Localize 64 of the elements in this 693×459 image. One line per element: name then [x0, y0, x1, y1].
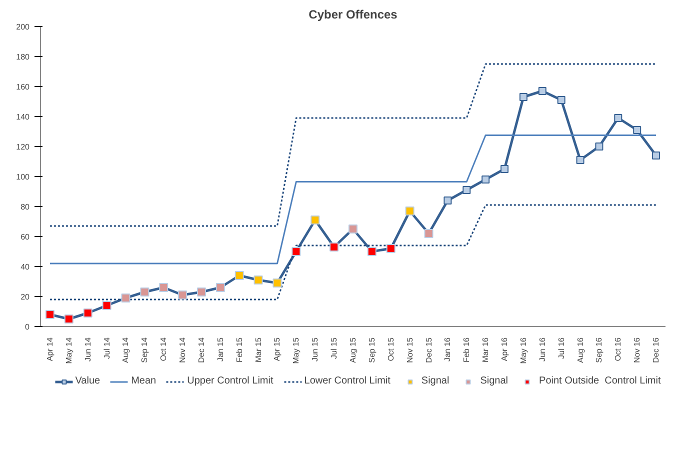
x-tick-label: Dec 16 — [652, 336, 661, 363]
legend-label: Point Outside Control Limit — [539, 376, 661, 386]
x-tick-label: Jun 14 — [83, 336, 92, 362]
x-tick-label: Apr 14 — [45, 336, 54, 362]
point — [482, 176, 490, 184]
x-tick-label: May 15 — [292, 336, 301, 364]
x-tick-label: Jul 16 — [556, 336, 566, 359]
x-tick-label: Jul 14 — [102, 336, 112, 359]
x-tick-label: Sep 16 — [594, 336, 604, 363]
point — [519, 93, 528, 101]
legend-label: Mean — [131, 376, 156, 386]
legend-label: Lower Control Limit — [304, 376, 390, 386]
x-tick-label: Nov 14 — [178, 336, 188, 363]
y-tick-label: 100 — [16, 172, 30, 182]
x-tick-label: Mar 16 — [481, 336, 490, 362]
y-tick-label: 120 — [16, 142, 30, 152]
x-tick-label: Aug 14 — [121, 336, 130, 363]
y-tick-label: 160 — [16, 82, 30, 92]
point — [462, 186, 471, 194]
y-tick-label: 200 — [16, 22, 30, 32]
x-tick-label: Nov 15 — [405, 336, 414, 363]
point — [538, 87, 546, 95]
point — [614, 114, 622, 122]
point — [633, 126, 642, 134]
legend-label: Upper Control Limit — [187, 376, 274, 386]
point — [595, 142, 604, 150]
x-tick-label: May 16 — [518, 336, 528, 364]
x-tick-label: Jun 15 — [310, 336, 320, 362]
x-tick-label: Apr 15 — [272, 336, 282, 362]
point — [576, 156, 584, 164]
x-tick-label: Nov 16 — [632, 336, 642, 363]
y-tick-label: 180 — [16, 52, 30, 62]
y-tick-label: 140 — [16, 112, 30, 122]
x-tick-label: Dec 14 — [196, 336, 206, 363]
x-tick-label: Aug 15 — [348, 336, 358, 363]
y-tick-label: 40 — [20, 262, 30, 272]
point — [557, 96, 566, 104]
point — [444, 196, 452, 204]
y-tick-label: 20 — [20, 292, 30, 302]
x-tick-label: Aug 16 — [576, 336, 585, 363]
point — [500, 165, 509, 173]
y-tick-label: 0 — [25, 322, 30, 332]
y-tick-label: 80 — [20, 202, 30, 212]
x-tick-label: Dec 15 — [424, 336, 434, 363]
x-tick-label: Oct 15 — [386, 336, 396, 362]
x-tick-label: Jun 16 — [538, 336, 547, 362]
x-tick-label: Apr 16 — [500, 336, 510, 362]
x-tick-label: May 14 — [64, 336, 74, 364]
x-tick-label: Feb 15 — [234, 336, 244, 362]
x-tick-label: Mar 15 — [254, 336, 263, 362]
legend-label: Signal — [421, 376, 450, 386]
x-tick-label: Feb 16 — [462, 336, 472, 362]
legend-label: Value — [75, 376, 100, 386]
x-tick-label: Oct 14 — [159, 336, 168, 362]
x-tick-label: Oct 16 — [614, 336, 623, 362]
x-tick-label: Jan 15 — [216, 336, 225, 362]
x-tick-label: Jan 16 — [443, 336, 452, 362]
y-tick-label: 60 — [20, 232, 30, 242]
x-tick-label: Sep 15 — [367, 336, 376, 363]
point — [652, 152, 660, 160]
x-tick-label: Jul 15 — [330, 336, 339, 359]
x-tick-label: Sep 14 — [140, 336, 150, 363]
legend-label: Signal — [480, 376, 508, 386]
chart-title: Cyber Offences — [308, 8, 398, 22]
